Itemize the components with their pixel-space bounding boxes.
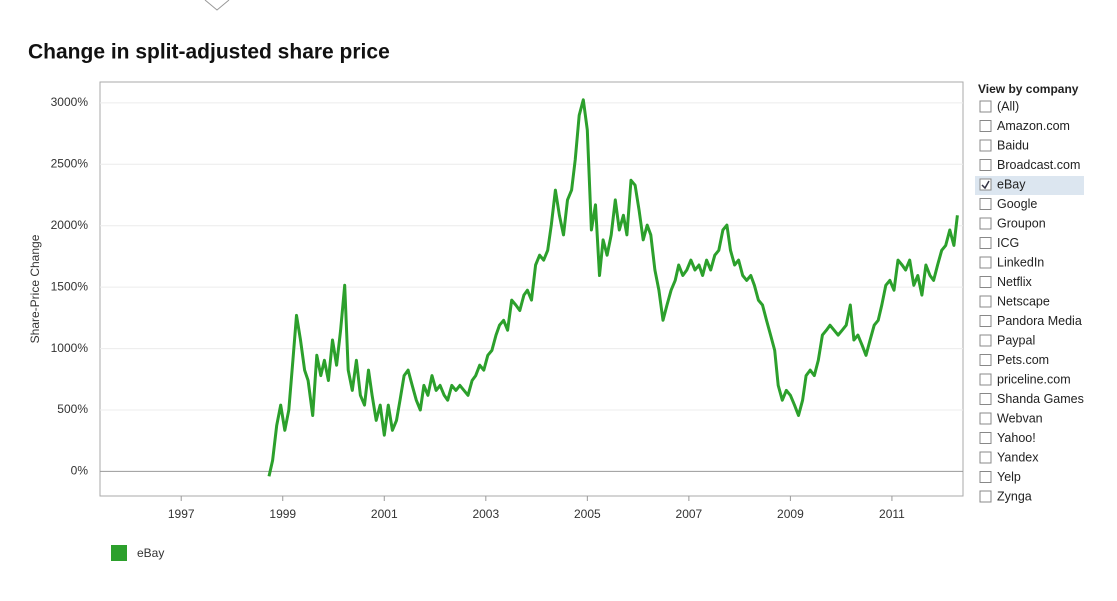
filter-option[interactable]: eBay — [997, 177, 1026, 191]
checkbox[interactable] — [979, 256, 992, 269]
legend-swatch — [111, 545, 127, 561]
checkbox[interactable] — [979, 217, 992, 230]
series-line — [267, 98, 959, 477]
checkbox[interactable] — [979, 354, 992, 366]
filter-option[interactable]: Amazon.com — [997, 119, 1070, 133]
checkbox[interactable] — [979, 295, 992, 308]
checkbox[interactable] — [979, 100, 992, 113]
checkbox[interactable] — [979, 120, 992, 132]
filter-option[interactable]: Netscape — [997, 294, 1050, 308]
checkbox[interactable] — [979, 451, 992, 464]
pointer — [204, 0, 230, 11]
y-tick-label: 1000% — [51, 341, 89, 355]
checkbox[interactable] — [979, 490, 992, 503]
checkbox[interactable] — [979, 178, 992, 191]
y-tick-label: 500% — [57, 402, 88, 416]
filter-option[interactable]: Baidu — [997, 138, 1029, 152]
filter-option[interactable]: Google — [997, 197, 1037, 211]
filter-option[interactable]: Webvan — [997, 411, 1043, 425]
filter-option[interactable]: Yahoo! — [997, 431, 1036, 445]
x-tick-label: 2001 — [371, 507, 398, 521]
filter-option[interactable]: Pets.com — [997, 353, 1049, 367]
checkbox[interactable] — [979, 237, 992, 249]
filter-option[interactable]: ICG — [997, 236, 1019, 250]
filter-option[interactable]: Shanda Games — [997, 392, 1084, 406]
y-tick-label: 2500% — [51, 156, 89, 170]
filter-option[interactable]: Groupon — [997, 216, 1046, 230]
filter-option[interactable]: Zynga — [997, 489, 1032, 503]
y-tick-label: 0% — [71, 464, 89, 478]
checkbox[interactable] — [979, 334, 992, 347]
filter-option[interactable]: Netflix — [997, 275, 1032, 289]
x-tick-label: 2007 — [676, 507, 703, 521]
chart-title: Change in split-adjusted share price — [28, 41, 390, 64]
filter-option[interactable]: Yandex — [997, 450, 1039, 464]
checkbox[interactable] — [979, 412, 992, 425]
checkbox[interactable] — [979, 393, 992, 405]
legend-label: eBay — [137, 546, 164, 560]
y-tick-label: 3000% — [51, 95, 89, 109]
filter-option[interactable]: Yelp — [997, 470, 1021, 484]
y-axis-title: Share-Price Change — [28, 234, 42, 343]
checkmark — [981, 180, 990, 190]
filter-option[interactable]: Broadcast.com — [997, 158, 1080, 172]
checkbox[interactable] — [979, 471, 992, 483]
filter-option[interactable]: Pandora Media — [997, 314, 1082, 328]
x-tick-label: 2009 — [777, 507, 804, 521]
checkbox[interactable] — [979, 432, 992, 444]
filter-option[interactable]: (All) — [997, 99, 1019, 113]
x-tick-label: 1997 — [168, 507, 195, 521]
checkbox[interactable] — [979, 139, 992, 152]
x-tick-label: 2005 — [574, 507, 601, 521]
x-tick-label: 1999 — [269, 507, 296, 521]
checkbox[interactable] — [979, 198, 992, 210]
filter-option[interactable]: Paypal — [997, 333, 1035, 347]
y-tick-label: 1500% — [51, 279, 89, 293]
y-tick-label: 2000% — [51, 218, 89, 232]
checkbox[interactable] — [979, 276, 992, 288]
checkbox[interactable] — [979, 159, 992, 171]
filter-option[interactable]: LinkedIn — [997, 255, 1044, 269]
checkbox[interactable] — [979, 373, 992, 386]
checkbox[interactable] — [979, 315, 992, 327]
x-tick-label: 2003 — [472, 507, 499, 521]
filter-title: View by company — [978, 82, 1079, 96]
plot-frame — [99, 81, 964, 497]
filter-option[interactable]: priceline.com — [997, 372, 1071, 386]
x-tick-label: 2011 — [879, 507, 905, 521]
filter-highlight — [975, 176, 1084, 195]
